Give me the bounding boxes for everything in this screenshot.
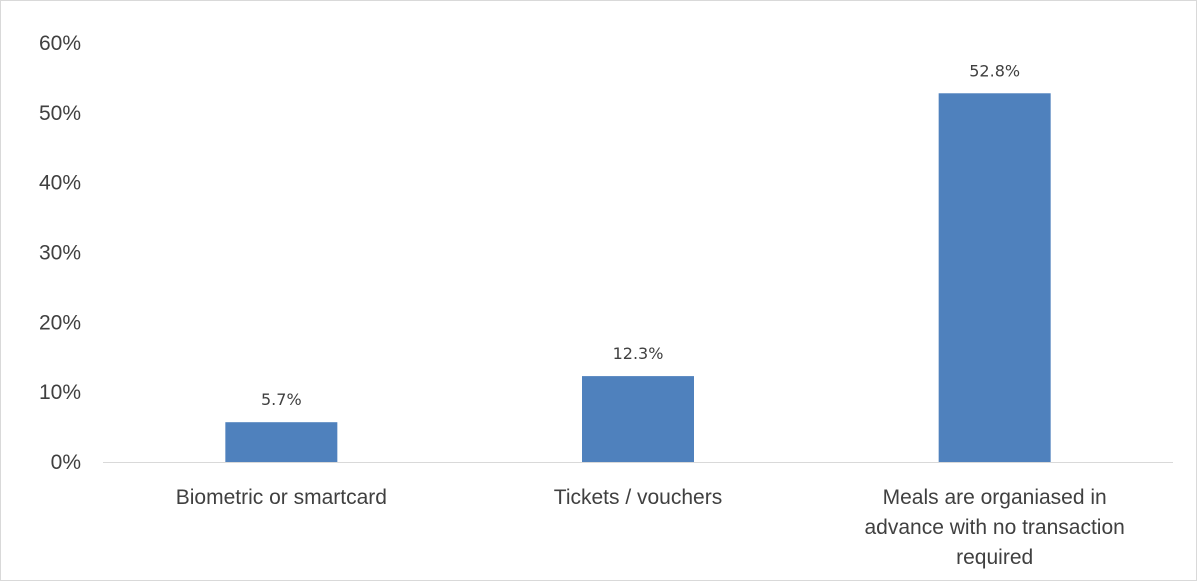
x-category-label: Meals are organiased in (883, 486, 1107, 509)
bar (938, 93, 1051, 462)
y-tick-label: 60% (39, 32, 81, 55)
data-labels: 5.7% 12.3% 52.8% (261, 61, 1020, 409)
x-category-label: Tickets / vouchers (554, 486, 722, 509)
bar-data-label: 12.3% (613, 344, 664, 363)
y-tick-label: 30% (39, 242, 81, 265)
y-tick-label: 40% (39, 172, 81, 195)
y-tick-label: 20% (39, 311, 81, 334)
x-axis-category-labels: Biometric or smartcard Tickets / vouchers… (176, 486, 1125, 569)
bar (225, 422, 338, 462)
y-tick-label: 0% (51, 451, 81, 474)
x-category-label: Biometric or smartcard (176, 486, 387, 509)
bar-data-label: 52.8% (969, 61, 1020, 80)
y-axis-ticks: 0% 10% 20% 30% 40% 50% 60% (39, 32, 81, 474)
bars (225, 93, 1051, 462)
x-category-label: advance with no transaction (865, 516, 1125, 539)
y-tick-label: 50% (39, 102, 81, 125)
y-tick-label: 10% (39, 381, 81, 404)
x-category-label: required (956, 546, 1033, 569)
bar (582, 376, 694, 462)
bar-data-label: 5.7% (261, 390, 302, 409)
